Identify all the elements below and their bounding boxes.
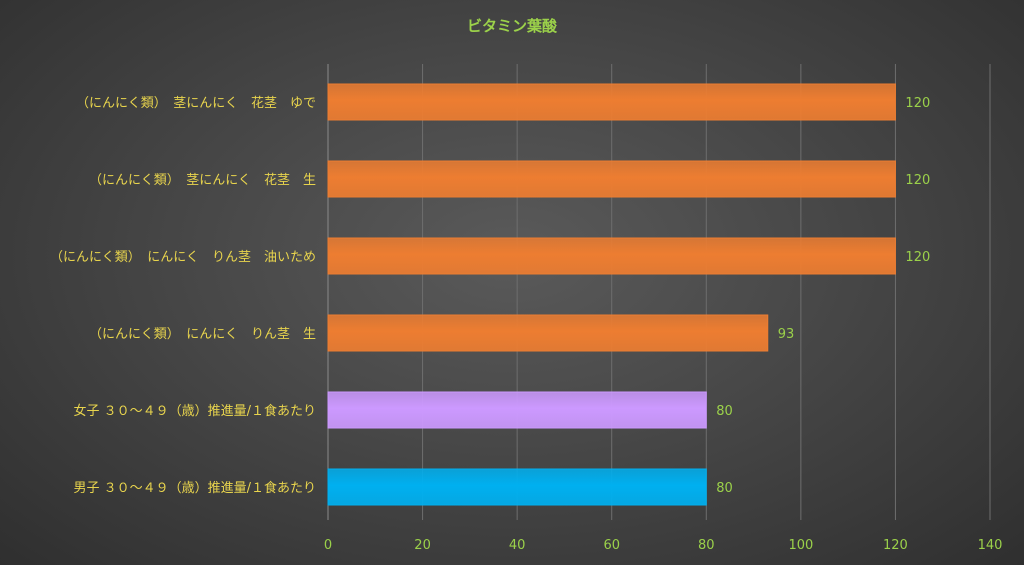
category-label: （にんにく類） 茎にんにく 花茎 ゆで bbox=[76, 95, 316, 111]
x-tick-label: 40 bbox=[509, 538, 526, 553]
x-tick-label: 0 bbox=[324, 538, 332, 553]
bar bbox=[327, 160, 896, 198]
bar bbox=[327, 391, 707, 429]
data-label: 80 bbox=[716, 481, 733, 496]
bar bbox=[327, 237, 896, 275]
x-tick-label: 80 bbox=[698, 538, 715, 553]
category-label: 男子 ３０～４９（歳）推進量/１食あたり bbox=[73, 480, 316, 496]
chart-title: ビタミン葉酸 bbox=[467, 17, 558, 35]
data-label: 120 bbox=[905, 250, 930, 265]
x-tick-label: 20 bbox=[414, 538, 431, 553]
x-tick-label: 140 bbox=[978, 538, 1003, 553]
x-tick-label: 100 bbox=[788, 538, 813, 553]
grid-layer bbox=[327, 64, 991, 520]
x-tick-label: 120 bbox=[883, 538, 908, 553]
bar bbox=[327, 314, 769, 352]
x-tick-label: 60 bbox=[603, 538, 620, 553]
bar bbox=[327, 468, 707, 506]
data-label: 93 bbox=[778, 327, 795, 342]
label-layer: 0 20 40 60 80 100 120 140 （にんにく類） 茎にんにく 花茎 ゆで 120… bbox=[50, 95, 1002, 553]
bar-layer bbox=[327, 83, 896, 506]
category-label: 女子 ３０～４９（歳）推進量/１食あたり bbox=[73, 403, 316, 419]
data-label: 120 bbox=[905, 96, 930, 111]
bar bbox=[327, 83, 896, 121]
data-label: 80 bbox=[716, 404, 733, 419]
category-label: （にんにく類） にんにく りん茎 生 bbox=[89, 327, 316, 342]
category-label: （にんにく類） 茎にんにく 花茎 生 bbox=[89, 172, 316, 188]
category-label: （にんにく類） にんにく りん茎 油いため bbox=[50, 250, 316, 265]
data-label: 120 bbox=[905, 173, 930, 188]
